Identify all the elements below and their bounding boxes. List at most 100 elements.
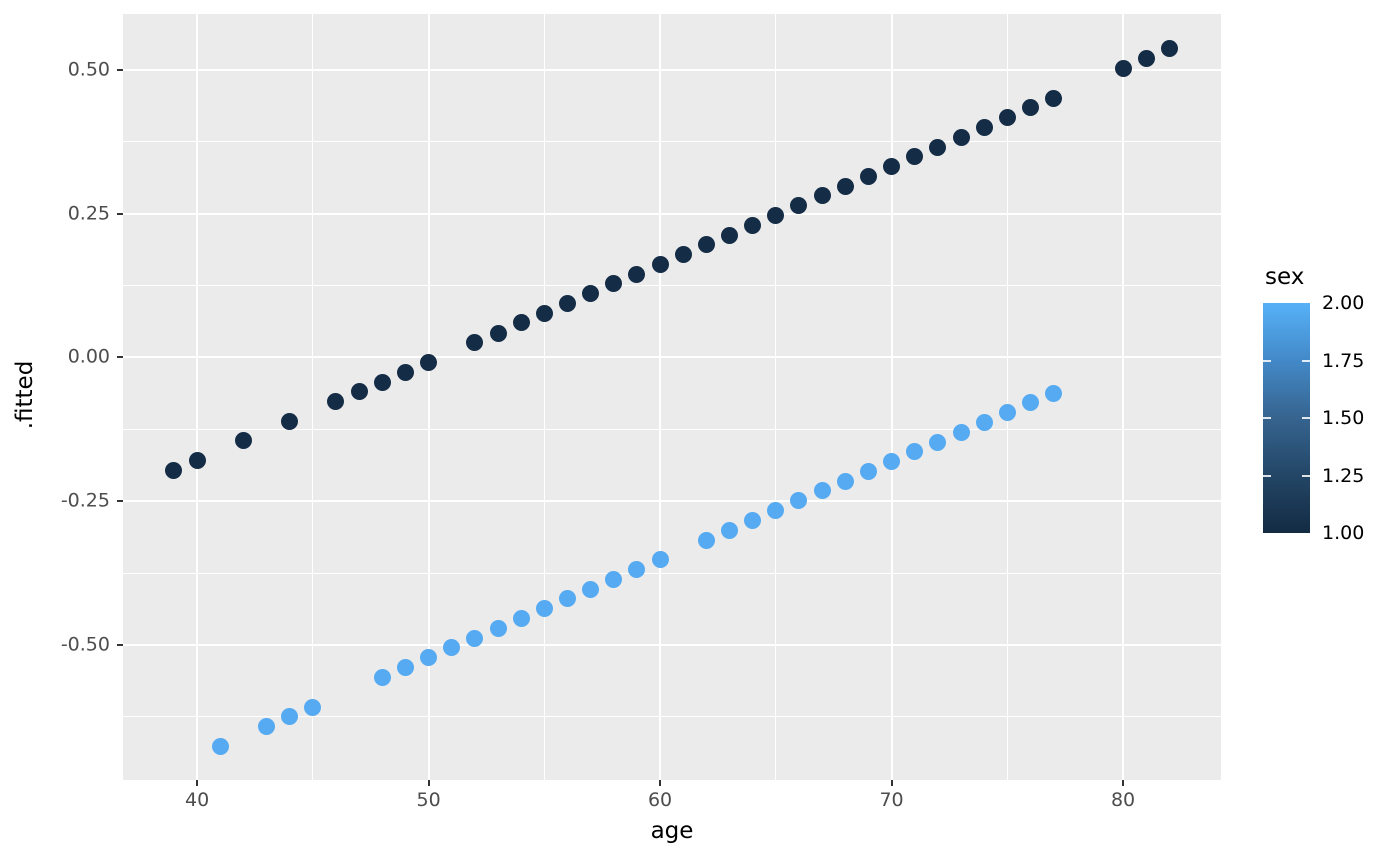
x-tick-label-80: 80: [1110, 789, 1136, 811]
point-sex2-age70: [883, 453, 901, 471]
y-tick-label-0.00: 0.00: [67, 346, 110, 369]
point-sex1-age53: [489, 324, 507, 342]
y-tick-mark-0.00: [117, 356, 123, 359]
point-sex1-age44: [281, 412, 299, 430]
point-sex1-age73: [952, 128, 970, 146]
y-tick-mark-0.50: [117, 69, 123, 71]
point-sex1-age74: [975, 119, 993, 136]
legend-bar-tick-1.5: [1302, 417, 1310, 419]
point-sex1-age54: [512, 314, 530, 332]
legend: sex 2.00 1.75 1.50 1.25 1.00: [1240, 250, 1400, 570]
point-sex1-age57: [582, 285, 600, 303]
point-sex2-age54: [512, 610, 530, 628]
x-tick-mark-80: [1122, 780, 1125, 786]
point-sex2-age51: [443, 639, 461, 657]
point-sex2-age44: [281, 708, 299, 726]
point-sex1-age69: [859, 167, 877, 185]
gridline-major-y-0.00: [123, 356, 1221, 359]
point-sex2-age45: [304, 698, 322, 716]
x-tick-label-60: 60: [647, 789, 673, 811]
point-sex1-age80: [1114, 59, 1132, 77]
legend-label-2.00: 2.00: [1322, 292, 1365, 314]
legend-bar-tick-1.75: [1263, 359, 1271, 362]
legend-label-1.00: 1.00: [1322, 522, 1365, 544]
gridline-major-y-0.50: [123, 69, 1221, 71]
gridline-major-x-40: [196, 14, 199, 780]
point-sex1-age56: [558, 294, 576, 312]
gridline-major-x-50: [427, 14, 430, 780]
point-sex2-age57: [582, 580, 600, 598]
gridline-minor-y: [123, 141, 1221, 143]
point-sex1-age58: [605, 275, 623, 293]
point-sex1-age47: [350, 383, 368, 401]
point-sex1-age71: [906, 148, 924, 166]
point-sex1-age60: [651, 255, 669, 273]
legend-bar-tick-1.25: [1263, 474, 1271, 477]
point-sex2-age75: [998, 404, 1016, 422]
gridline-major-y--0.50: [123, 643, 1221, 646]
point-sex2-age43: [258, 718, 276, 736]
point-sex2-age56: [558, 590, 576, 608]
y-tick-mark--0.25: [117, 500, 123, 503]
point-sex1-age40: [188, 451, 206, 469]
point-sex2-age41: [211, 737, 229, 755]
gridline-minor-y: [123, 428, 1221, 430]
point-sex1-age39: [165, 461, 183, 479]
gridline-minor-x: [775, 14, 777, 780]
gridline-major-y--0.25: [123, 500, 1221, 503]
gridline-minor-x: [312, 14, 314, 780]
point-sex2-age68: [836, 472, 854, 490]
point-sex1-age50: [420, 354, 438, 372]
gridline-major-x-70: [890, 14, 893, 780]
gridline-major-x-80: [1122, 14, 1125, 780]
x-axis-title: age: [650, 818, 694, 844]
legend-bar-tick-1.25: [1302, 474, 1310, 477]
point-sex1-age55: [535, 304, 553, 322]
gridline-minor-y: [123, 285, 1221, 287]
x-tick-label-50: 50: [416, 789, 441, 811]
point-sex1-age70: [883, 158, 901, 176]
point-sex1-age63: [721, 226, 739, 244]
point-sex1-age82: [1160, 40, 1178, 58]
y-tick-mark-0.25: [117, 212, 123, 215]
point-sex1-age65: [767, 206, 785, 224]
point-sex1-age77: [1045, 89, 1063, 107]
point-sex2-age77: [1045, 384, 1063, 402]
x-tick-label-70: 70: [879, 789, 904, 811]
y-tick-mark--0.50: [117, 643, 123, 646]
gridline-major-y-0.25: [123, 212, 1221, 215]
point-sex2-age62: [697, 531, 715, 549]
x-tick-mark-60: [659, 780, 662, 786]
point-sex2-age67: [813, 482, 831, 500]
point-sex1-age75: [998, 109, 1016, 127]
gridline-minor-x: [543, 14, 545, 780]
point-sex1-age67: [813, 187, 831, 205]
point-sex2-age58: [605, 570, 623, 588]
x-tick-mark-40: [196, 780, 199, 786]
x-tick-mark-50: [427, 780, 430, 786]
point-sex2-age74: [975, 413, 993, 431]
point-sex1-age72: [929, 138, 947, 156]
point-sex1-age62: [697, 236, 715, 254]
point-sex2-age73: [952, 423, 970, 441]
point-sex2-age65: [767, 501, 785, 519]
legend-title: sex: [1265, 264, 1305, 290]
point-sex2-age52: [466, 629, 484, 647]
x-tick-label-40: 40: [184, 789, 210, 811]
gridline-minor-x: [1006, 14, 1008, 780]
point-sex1-age49: [396, 363, 414, 381]
point-sex2-age71: [906, 443, 924, 461]
gridline-minor-y: [123, 716, 1221, 718]
gridline-minor-y: [123, 572, 1221, 574]
x-tick-mark-70: [890, 780, 893, 786]
point-sex2-age55: [535, 600, 553, 618]
point-sex1-age48: [373, 373, 391, 391]
legend-label-1.25: 1.25: [1322, 464, 1365, 487]
y-tick-label--0.25: -0.25: [60, 489, 110, 512]
point-sex1-age42: [234, 432, 252, 450]
point-sex2-age72: [929, 433, 947, 451]
point-sex2-age76: [1021, 394, 1039, 412]
legend-label-1.50: 1.50: [1322, 407, 1365, 429]
point-sex2-age50: [420, 649, 438, 667]
